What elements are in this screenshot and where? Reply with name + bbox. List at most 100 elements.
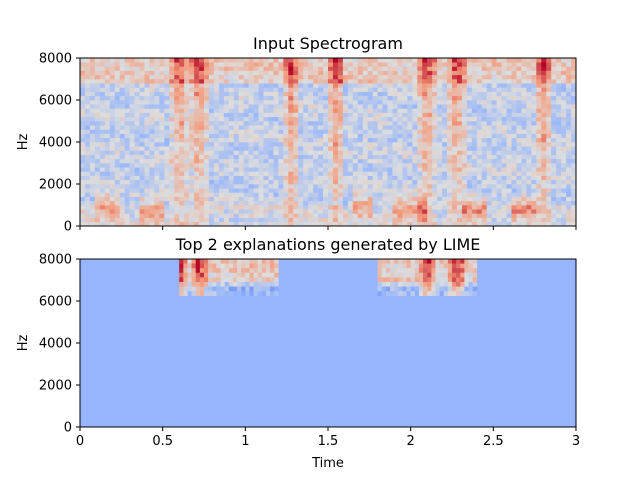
spectrogram-cell [323,158,329,164]
spectrogram-cell [466,217,473,223]
spectrogram-cell [506,217,512,223]
spectrogram-cell [104,91,111,97]
spectrogram-cell [328,213,334,218]
spectrogram-cell [417,100,423,105]
spectrogram-cell [323,112,329,118]
spectrogram-cell [372,192,378,197]
spectrogram-cell [124,125,130,130]
spectrogram-cell [476,146,483,151]
spectrogram-cell [248,121,254,126]
spectrogram-cell [228,205,235,210]
spectrogram-cell [422,158,428,164]
spectrogram-cell [491,87,497,92]
spectrogram-cell [119,125,125,130]
spectrogram-cell [432,104,438,109]
spectrogram-cell [159,221,165,227]
spectrogram-cell [392,200,398,206]
spectrogram-cell [308,100,314,105]
spectrogram-cell [84,112,91,118]
spectrogram-cell [392,62,398,67]
spectrogram-cell [144,167,150,172]
spectrogram-cell [273,70,279,76]
spectrogram-cell [323,62,329,67]
lime-cell [423,277,428,283]
spectrogram-cell [273,66,279,71]
spectrogram-cell [199,200,205,206]
spectrogram-cell [233,91,240,97]
spectrogram-cell [318,95,324,101]
spectrogram-cell [174,184,180,189]
spectrogram-cell [342,112,349,118]
spectrogram-cell [164,121,170,126]
spectrogram-cell [452,200,458,206]
spectrogram-cell [456,58,463,63]
spectrogram-cell [238,200,244,206]
spectrogram-cell [149,200,155,206]
spectrogram-cell [159,87,165,92]
spectrogram-cell [84,158,91,164]
spectrogram-cell [164,184,170,189]
spectrogram-cell [323,184,329,189]
spectrogram-cell [511,188,517,193]
spectrogram-cell [278,150,284,155]
spectrogram-cell [189,100,195,105]
spectrogram-cell [521,116,527,122]
spectrogram-cell [223,79,230,84]
spectrogram-cell [159,116,165,122]
spectrogram-cell [139,112,145,118]
spectrogram-cell [303,112,309,118]
spectrogram-cell [154,70,160,76]
spectrogram-cell [258,91,264,97]
spectrogram-cell [506,200,512,206]
spectrogram-cell [491,188,497,193]
spectrogram-cell [298,104,304,109]
spectrogram-cell [104,163,111,168]
spectrogram-cell [452,133,458,139]
spectrogram-cell [169,163,175,168]
spectrogram-cell [194,205,200,210]
spectrogram-cell [496,200,502,206]
spectrogram-cell [154,146,160,151]
spectrogram-cell [308,137,314,143]
spectrogram-cell [397,158,403,164]
lime-cell [418,277,424,283]
lime-cell [472,272,478,278]
spectrogram-cell [258,104,264,109]
spectrogram-cell [427,70,433,76]
spectrogram-cell [427,209,433,214]
spectrogram-cell [481,133,488,139]
spectrogram-cell [332,100,339,105]
spectrogram-cell [263,74,269,80]
spectrogram-cell [328,95,334,101]
spectrogram-cell [546,179,552,185]
spectrogram-cell [387,217,393,223]
spectrogram-cell [501,188,507,193]
spectrogram-cell [352,175,359,181]
spectrogram-cell [566,83,572,88]
lime-cell [456,277,461,283]
spectrogram-cell [486,188,492,193]
spectrogram-cell [521,175,527,181]
spectrogram-cell [526,142,532,147]
spectrogram-cell [392,179,398,185]
spectrogram-cell [154,192,160,197]
spectrogram-cell [174,158,180,164]
spectrogram-cell [556,158,562,164]
spectrogram-cell [218,125,225,130]
spectrogram-cell [204,213,210,218]
spectrogram-cell [521,142,527,147]
spectrogram-cell [541,154,547,160]
spectrogram-cell [80,196,86,202]
spectrogram-cell [471,137,478,143]
spectrogram-cell [447,91,453,97]
spectrogram-cell [496,150,502,155]
spectrogram-cell [139,154,145,160]
spectrogram-cell [94,184,101,189]
spectrogram-cell [556,192,562,197]
spectrogram-cell [476,79,483,84]
spectrogram-cell [179,200,185,206]
spectrogram-cell [476,163,483,168]
spectrogram-cell [84,196,91,202]
spectrogram-cell [427,112,433,118]
spectrogram-cell [561,158,567,164]
